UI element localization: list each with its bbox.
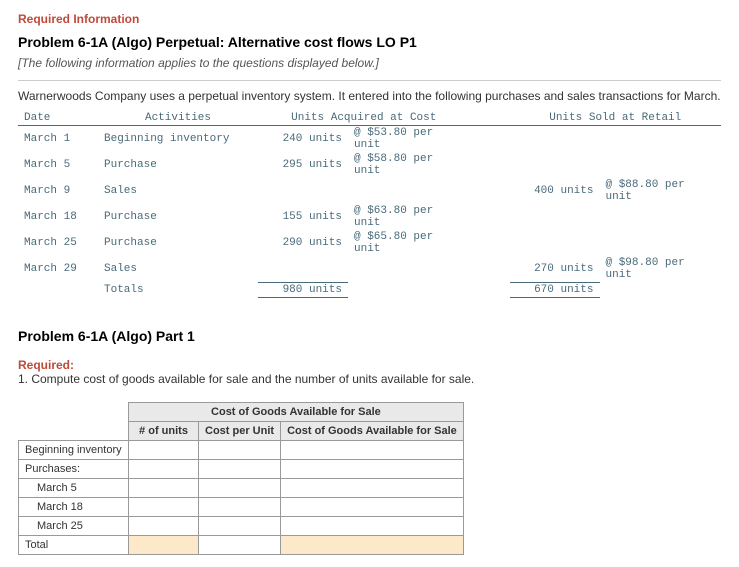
input-avail-purch[interactable]: [281, 459, 464, 478]
input-units-purch[interactable]: [129, 459, 199, 478]
input-cost-m25[interactable]: [199, 516, 281, 535]
transactions-table: Date Activities Units Acquired at Cost U…: [18, 111, 721, 298]
table-row-totals: Totals 980 units 670 units: [18, 282, 721, 297]
table-row: March 25Purchase 290 units@ $65.80 per u…: [18, 230, 721, 256]
table-row: March 1Beginning inventory 240 units@ $5…: [18, 126, 721, 153]
required-text: 1. Compute cost of goods available for s…: [18, 372, 721, 386]
table-row: March 5: [19, 478, 464, 497]
required-label: Required:: [18, 358, 721, 372]
table-row: March 5Purchase 295 units@ $58.80 per un…: [18, 152, 721, 178]
input-avail-m5[interactable]: [281, 478, 464, 497]
table-row: March 9Sales 400 units@ $88.80 per unit: [18, 178, 721, 204]
problem-title: Problem 6-1A (Algo) Perpetual: Alternati…: [18, 34, 721, 50]
input-cost-m5[interactable]: [199, 478, 281, 497]
table-row: March 29Sales 270 units@ $98.80 per unit: [18, 256, 721, 282]
input-units-total[interactable]: [129, 535, 199, 554]
table-row: Purchases:: [19, 459, 464, 478]
col-cost-per-unit: Cost per Unit: [199, 421, 281, 440]
table-row: March 25: [19, 516, 464, 535]
input-units-m5[interactable]: [129, 478, 199, 497]
col-activities: Activities: [98, 111, 258, 126]
col-acquired: Units Acquired at Cost: [258, 111, 470, 126]
input-avail-m18[interactable]: [281, 497, 464, 516]
input-units-m18[interactable]: [129, 497, 199, 516]
divider: [18, 80, 721, 81]
intro-text: Warnerwoods Company uses a perpetual inv…: [18, 89, 721, 103]
answer-table: Cost of Goods Available for Sale # of un…: [18, 402, 464, 555]
input-units-m25[interactable]: [129, 516, 199, 535]
table-row: Beginning inventory: [19, 440, 464, 459]
input-units-beg[interactable]: [129, 440, 199, 459]
tab-required-info: Required Information: [18, 12, 721, 26]
input-avail-total[interactable]: [281, 535, 464, 554]
table-row-total: Total: [19, 535, 464, 554]
input-cost-total[interactable]: [199, 535, 281, 554]
table-row: March 18: [19, 497, 464, 516]
applies-note: [The following information applies to th…: [18, 56, 721, 70]
col-sold: Units Sold at Retail: [510, 111, 722, 126]
col-date: Date: [18, 111, 98, 126]
input-cost-beg[interactable]: [199, 440, 281, 459]
table-row: March 18Purchase 155 units@ $63.80 per u…: [18, 204, 721, 230]
part-title: Problem 6-1A (Algo) Part 1: [18, 328, 721, 344]
input-cost-m18[interactable]: [199, 497, 281, 516]
col-num-units: # of units: [129, 421, 199, 440]
input-avail-m25[interactable]: [281, 516, 464, 535]
col-cost-available: Cost of Goods Available for Sale: [281, 421, 464, 440]
group-header: Cost of Goods Available for Sale: [129, 402, 464, 421]
input-cost-purch[interactable]: [199, 459, 281, 478]
input-avail-beg[interactable]: [281, 440, 464, 459]
